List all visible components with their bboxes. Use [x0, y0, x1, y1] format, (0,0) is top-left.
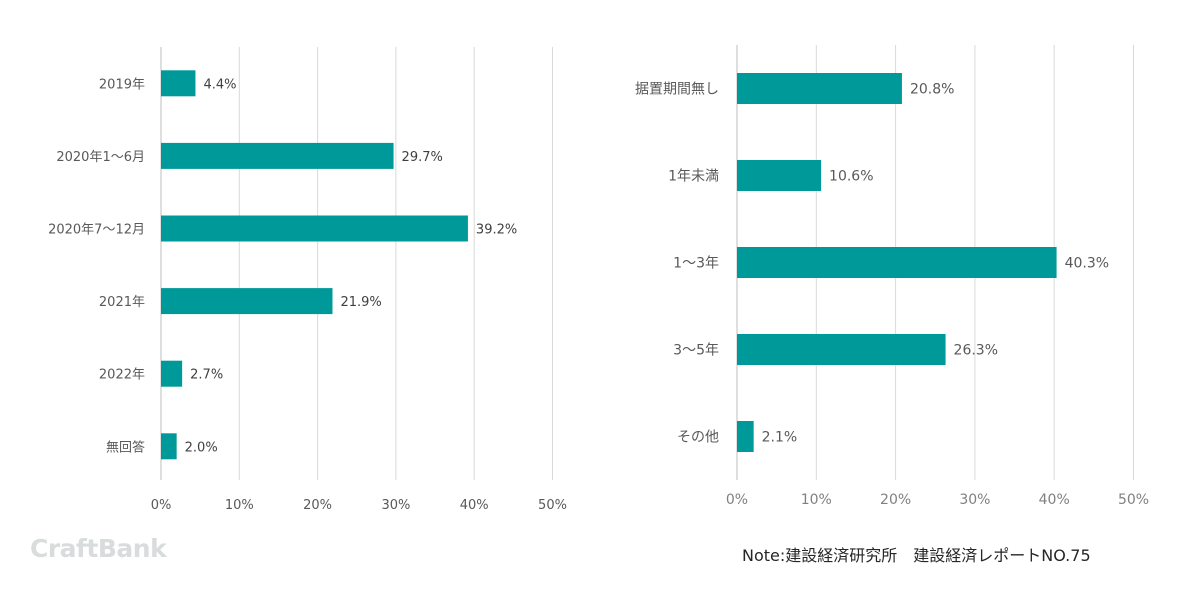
left-data-label: 2.0% [185, 440, 218, 455]
right-category-label: 据置期間無し [635, 82, 719, 98]
left-x-tick-label: 50% [538, 498, 567, 513]
right-bar [737, 334, 946, 365]
right-category-label: 1年未満 [668, 169, 719, 185]
left-x-tick-label: 10% [225, 498, 254, 513]
left-category-label: 2020年1〜6月 [56, 150, 145, 165]
left-data-label: 2.7% [190, 368, 223, 383]
craftbank-logo: CraftBank [30, 534, 167, 563]
left-x-tick-label: 20% [303, 498, 332, 513]
left-category-label: 2022年 [99, 368, 145, 383]
left-data-label: 29.7% [402, 150, 443, 165]
right-data-label: 2.1% [762, 430, 798, 446]
right-x-tick-label: 50% [1118, 492, 1149, 508]
left-bar [161, 360, 183, 387]
right-x-tick-label: 40% [1039, 492, 1070, 508]
left-bar [161, 70, 196, 97]
left-x-tick-label: 40% [460, 498, 489, 513]
left-bar [161, 288, 333, 315]
left-bar [161, 215, 468, 242]
right-data-label: 10.6% [829, 169, 873, 185]
left-category-label: 無回答 [106, 439, 145, 455]
right-bar [737, 421, 754, 452]
left-bar-chart: 0% 10% 20% 30% 40% 50% 2019年 4.4% 2020年1〜6月 29.7%… [48, 47, 567, 513]
right-x-tick-label: 30% [959, 492, 990, 508]
right-x-tick-label: 20% [880, 492, 911, 508]
left-category-label: 2020年7〜12月 [48, 223, 145, 238]
left-x-tick-label: 30% [381, 498, 410, 513]
right-bar [737, 247, 1057, 278]
right-bar [737, 160, 822, 191]
right-x-tick-label: 0% [726, 492, 748, 508]
left-bar [161, 142, 394, 169]
right-data-label: 40.3% [1065, 256, 1109, 272]
right-category-label: 1〜3年 [673, 256, 719, 272]
right-category-label: 3〜5年 [673, 343, 719, 359]
right-data-label: 26.3% [954, 343, 998, 359]
left-category-label: 2019年 [99, 77, 145, 92]
left-data-label: 39.2% [476, 223, 517, 238]
left-x-tick-label: 0% [151, 498, 172, 513]
left-category-label: 2021年 [99, 295, 145, 310]
right-data-label: 20.8% [910, 82, 954, 98]
left-data-label: 21.9% [340, 295, 381, 310]
right-bar-chart: 0% 10% 20% 30% 40% 50% 据置期間無し 20.8% 1年未満 10.6% 1〜3… [635, 45, 1149, 508]
right-x-tick-label: 10% [801, 492, 832, 508]
right-category-label: その他 [677, 430, 719, 446]
source-note: Note:建設経済研究所 建設経済レポートNO.75 [742, 546, 1091, 565]
left-data-label: 4.4% [203, 77, 236, 92]
left-bar [161, 433, 177, 460]
right-bar [737, 73, 902, 104]
